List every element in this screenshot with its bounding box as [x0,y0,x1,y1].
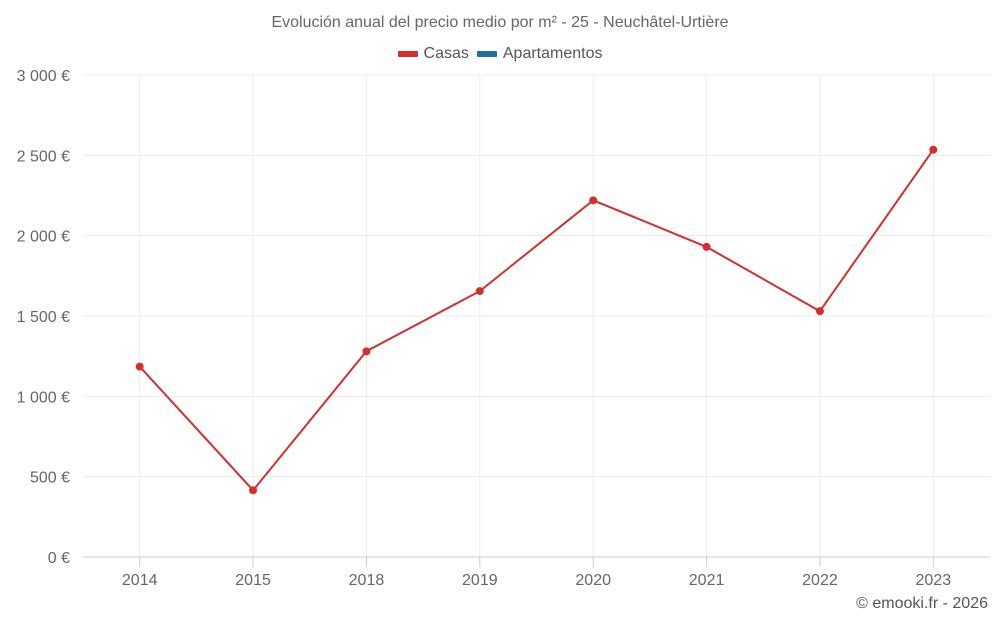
data-point-casas [249,486,258,495]
y-tick-label: 500 € [30,470,70,487]
data-point-casas [475,287,484,296]
data-point-casas [815,307,824,316]
y-tick-label: 1 500 € [17,309,70,326]
y-tick-label: 0 € [48,550,70,567]
x-tick-label: 2022 [802,572,838,589]
data-point-casas [362,347,371,356]
legend-item-casas[interactable]: Casas [397,45,469,63]
x-tick-label: 2020 [575,572,611,589]
x-tick-label: 2021 [689,572,725,589]
credit-text: © emooki.fr - 2026 [856,595,988,612]
x-tick-label: 2023 [916,572,952,589]
legend-label-apartamentos: Apartamentos [502,45,603,62]
series-line-casas [138,149,935,492]
legend: Casas Apartamentos [0,45,1000,63]
data-point-casas [135,362,144,371]
y-tick-label: 3 000 € [17,68,70,85]
legend-swatch-apartamentos [476,51,497,57]
legend-item-apartamentos[interactable]: Apartamentos [476,45,603,63]
x-tick-label: 2015 [235,572,271,589]
data-point-casas [929,145,938,154]
data-point-casas [702,242,711,251]
x-tick-label: 2019 [462,572,498,589]
data-point-casas [589,196,598,205]
y-tick-label: 2 500 € [17,148,70,165]
chart-title: Evolución anual del precio medio por m² … [271,14,729,31]
x-tick-label: 2014 [122,572,158,589]
legend-label-casas: Casas [423,45,469,62]
y-tick-label: 1 000 € [17,389,70,406]
x-tick-label: 2018 [349,572,385,589]
y-tick-label: 2 000 € [17,229,70,246]
legend-swatch-casas [397,51,418,57]
